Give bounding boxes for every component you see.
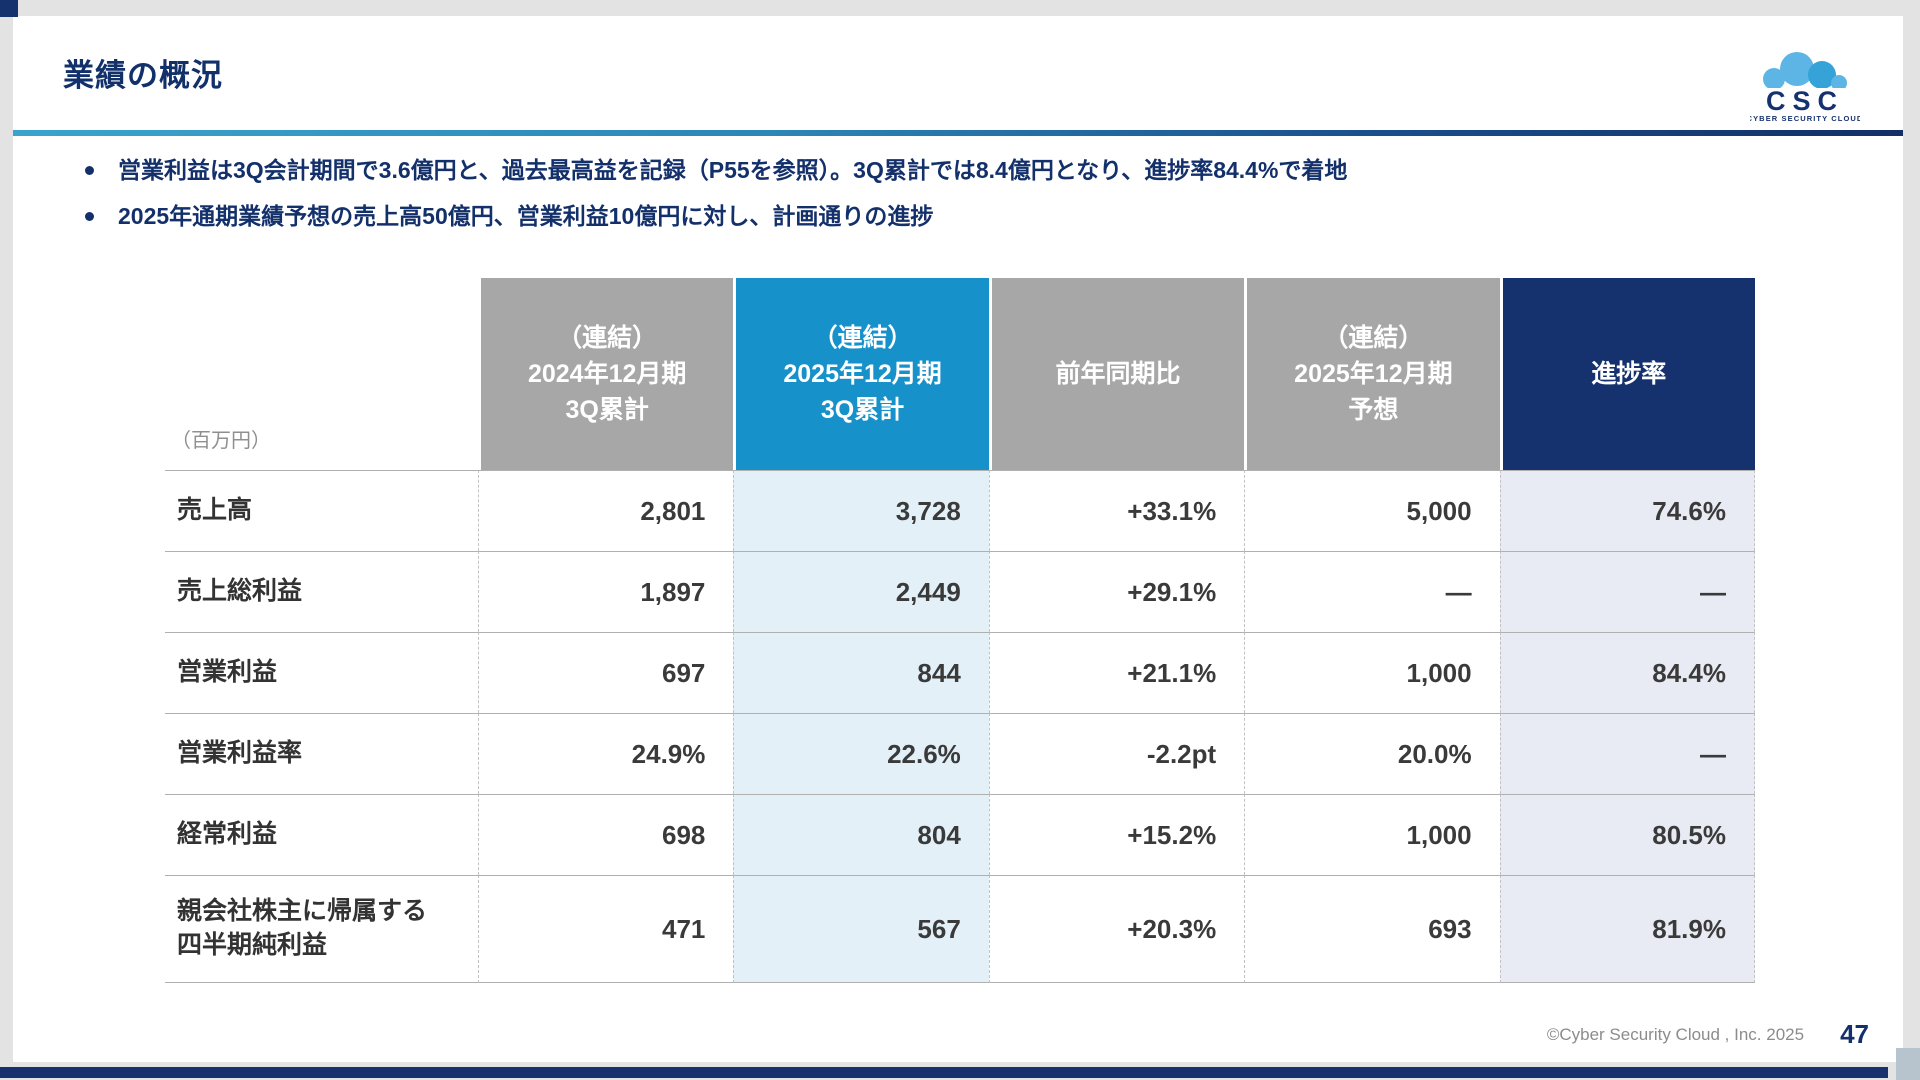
row-label: 親会社株主に帰属する 四半期純利益 xyxy=(165,875,478,983)
table-cell: 693 xyxy=(1244,875,1500,983)
table-cell: +15.2% xyxy=(988,794,1245,875)
unit-label: （百万円） xyxy=(171,430,271,452)
page-title: 業績の概況 xyxy=(63,58,223,93)
table-cell: — xyxy=(1244,551,1500,632)
bullet-item: 2025年通期業績予想の売上高50億円、営業利益10億円に対し、計画通りの進捗 xyxy=(79,202,1347,232)
table-cell: 2,801 xyxy=(478,470,734,551)
table-cell: 22.6% xyxy=(733,713,989,794)
table-cell: 804 xyxy=(733,794,989,875)
csc-cloud-icon: CSC CYBER SECURITY CLOUD xyxy=(1747,52,1862,123)
bullet-item: 営業利益は3Q会計期間で3.6億円と、過去最高益を記録（P55を参照）。3Q累計… xyxy=(79,156,1347,186)
results-table: （百万円） （連結） 2024年12月期 3Q累計 （連結） 2025年12月期… xyxy=(165,278,1755,983)
summary-bullets: 営業利益は3Q会計期間で3.6億円と、過去最高益を記録（P55を参照）。3Q累計… xyxy=(79,156,1347,248)
row-label: 営業利益 xyxy=(165,632,478,713)
bottom-accent-bar xyxy=(0,1067,1888,1078)
table-cell: 1,897 xyxy=(478,551,734,632)
col-header-2024-3q: （連結） 2024年12月期 3Q累計 xyxy=(478,278,734,470)
row-label: 売上高 xyxy=(165,470,478,551)
col-header-yoy: 前年同期比 xyxy=(988,278,1245,470)
table-cell: 1,000 xyxy=(1244,632,1500,713)
table-cell: 844 xyxy=(733,632,989,713)
table-cell: +21.1% xyxy=(988,632,1245,713)
csc-logo: CSC CYBER SECURITY CLOUD xyxy=(1747,46,1862,126)
logo-text: CSC xyxy=(1766,86,1844,116)
table-cell: 2,449 xyxy=(733,551,989,632)
table-cell: 84.4% xyxy=(1499,632,1755,713)
logo-subtext: CYBER SECURITY CLOUD xyxy=(1750,114,1860,123)
table-cell: 567 xyxy=(733,875,989,983)
table-cell: — xyxy=(1499,551,1755,632)
table-cell: 5,000 xyxy=(1244,470,1500,551)
bullet-dot xyxy=(85,166,94,175)
table-cell: +33.1% xyxy=(988,470,1245,551)
top-left-accent-square xyxy=(0,0,18,17)
page-number: 47 xyxy=(1840,1019,1869,1049)
row-label: 営業利益率 xyxy=(165,713,478,794)
table-cell: 80.5% xyxy=(1499,794,1755,875)
table-cell: 471 xyxy=(478,875,734,983)
table-cell: 3,728 xyxy=(733,470,989,551)
row-label: 売上総利益 xyxy=(165,551,478,632)
slide: 業績の概況 CSC CYBER SECURITY CLOUD 営業利益は3Q会計… xyxy=(13,16,1903,1062)
table-cell: +20.3% xyxy=(988,875,1245,983)
bullet-text: 営業利益は3Q会計期間で3.6億円と、過去最高益を記録（P55を参照）。3Q累計… xyxy=(118,157,1348,183)
table-cell: 697 xyxy=(478,632,734,713)
table-cell: — xyxy=(1499,713,1755,794)
slide-footer: ©Cyber Security Cloud , Inc. 2025 47 xyxy=(1547,1019,1869,1050)
row-label: 経常利益 xyxy=(165,794,478,875)
col-header-2025-3q: （連結） 2025年12月期 3Q累計 xyxy=(733,278,989,470)
bullet-text: 2025年通期業績予想の売上高50億円、営業利益10億円に対し、計画通りの進捗 xyxy=(118,202,934,229)
table-cell: 81.9% xyxy=(1499,875,1755,983)
table-unit-cell: （百万円） xyxy=(165,278,478,470)
title-underline xyxy=(13,130,1903,136)
table-cell: -2.2pt xyxy=(988,713,1245,794)
table-cell: 698 xyxy=(478,794,734,875)
table-cell: 20.0% xyxy=(1244,713,1500,794)
table-cell: 24.9% xyxy=(478,713,734,794)
bullet-dot xyxy=(85,211,94,221)
col-header-forecast: （連結） 2025年12月期 予想 xyxy=(1244,278,1500,470)
table-cell: 1,000 xyxy=(1244,794,1500,875)
table-cell: +29.1% xyxy=(988,551,1245,632)
table-cell: 74.6% xyxy=(1499,470,1755,551)
col-header-progress: 進捗率 xyxy=(1499,278,1755,470)
copyright-text: ©Cyber Security Cloud , Inc. 2025 xyxy=(1546,1024,1805,1044)
bottom-right-corner-block xyxy=(1896,1048,1920,1080)
